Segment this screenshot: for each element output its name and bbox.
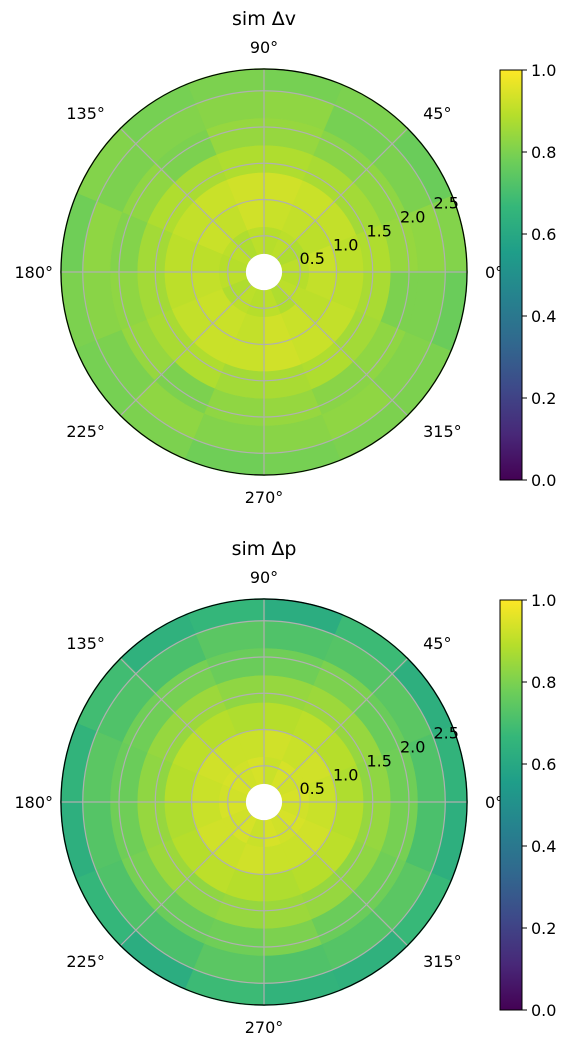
radial-tick-2.5: 2.5 — [433, 724, 458, 743]
angle-tick-135: 135° — [66, 634, 105, 653]
angle-tick-45: 45° — [423, 104, 451, 123]
colorbar-tick-0.4: 0.4 — [531, 307, 556, 326]
polar-chart-sim-dp: sim Δp 0° 45° 90° 135° 180° 225° 270° 31… — [14, 538, 556, 1037]
angle-tick-0: 0° — [485, 793, 503, 812]
colorbar-tick-0.8: 0.8 — [531, 673, 556, 692]
chart-title: sim Δp — [232, 538, 297, 560]
colorbar: 0.0 0.2 0.4 0.6 0.8 1.0 — [499, 591, 556, 1020]
colorbar-tick-0.8: 0.8 — [531, 143, 556, 162]
polar-outline — [60, 598, 468, 1006]
polar-grid — [61, 599, 467, 1005]
angle-tick-90: 90° — [250, 568, 278, 587]
radial-tick-2.0: 2.0 — [400, 208, 425, 227]
radial-tick-2.5: 2.5 — [433, 194, 458, 213]
angle-tick-0: 0° — [485, 263, 503, 282]
angle-tick-270: 270° — [245, 488, 284, 507]
grid-spoke — [120, 801, 265, 946]
angle-tick-315: 315° — [423, 422, 462, 441]
colorbar-gradient — [499, 69, 523, 481]
radial-tick-2.0: 2.0 — [400, 738, 425, 757]
radial-tick-0.5: 0.5 — [299, 249, 324, 268]
center-hole — [245, 783, 283, 821]
colorbar-tick-0.4: 0.4 — [531, 837, 556, 856]
colorbar-tick-1.0: 1.0 — [531, 61, 556, 80]
angle-tick-135: 135° — [66, 104, 105, 123]
radial-tick-0.5: 0.5 — [299, 779, 324, 798]
center-hole — [245, 253, 283, 291]
colorbar-tick-0.2: 0.2 — [531, 389, 556, 408]
angle-tick-90: 90° — [250, 38, 278, 57]
grid-spoke — [263, 271, 408, 416]
colorbar-tick-0.0: 0.0 — [531, 471, 556, 490]
colorbar-tick-0.2: 0.2 — [531, 919, 556, 938]
angle-tick-315: 315° — [423, 952, 462, 971]
colorbar-tick-0.0: 0.0 — [531, 1001, 556, 1020]
colorbar-tick-1.0: 1.0 — [531, 591, 556, 610]
radial-tick-1.0: 1.0 — [333, 235, 358, 254]
polar-grid — [61, 69, 467, 475]
angle-tick-225: 225° — [66, 422, 105, 441]
grid-spoke — [120, 658, 265, 803]
colorbar-tick-0.6: 0.6 — [531, 225, 556, 244]
angle-tick-270: 270° — [245, 1018, 284, 1037]
polar-chart-sim-dv: sim Δv 0° 45° 90° 135° 180° 225° 270° 31… — [14, 8, 556, 507]
colorbar-gradient — [499, 599, 523, 1011]
colorbar-tick-0.6: 0.6 — [531, 755, 556, 774]
grid-spoke — [263, 128, 408, 273]
heatmap-wedges — [60, 598, 468, 1006]
angle-tick-180: 180° — [14, 793, 53, 812]
radial-tick-1.0: 1.0 — [333, 765, 358, 784]
grid-spoke — [120, 271, 265, 416]
colorbar: 0.0 0.2 0.4 0.6 0.8 1.0 — [499, 61, 556, 490]
grid-spoke — [263, 658, 408, 803]
grid-spoke — [120, 128, 265, 273]
angle-tick-45: 45° — [423, 634, 451, 653]
radial-tick-1.5: 1.5 — [366, 751, 391, 770]
radial-tick-1.5: 1.5 — [366, 221, 391, 240]
grid-spoke — [263, 801, 408, 946]
angle-tick-225: 225° — [66, 952, 105, 971]
chart-title: sim Δv — [232, 8, 296, 30]
polar-outline — [60, 68, 468, 476]
angle-tick-180: 180° — [14, 263, 53, 282]
